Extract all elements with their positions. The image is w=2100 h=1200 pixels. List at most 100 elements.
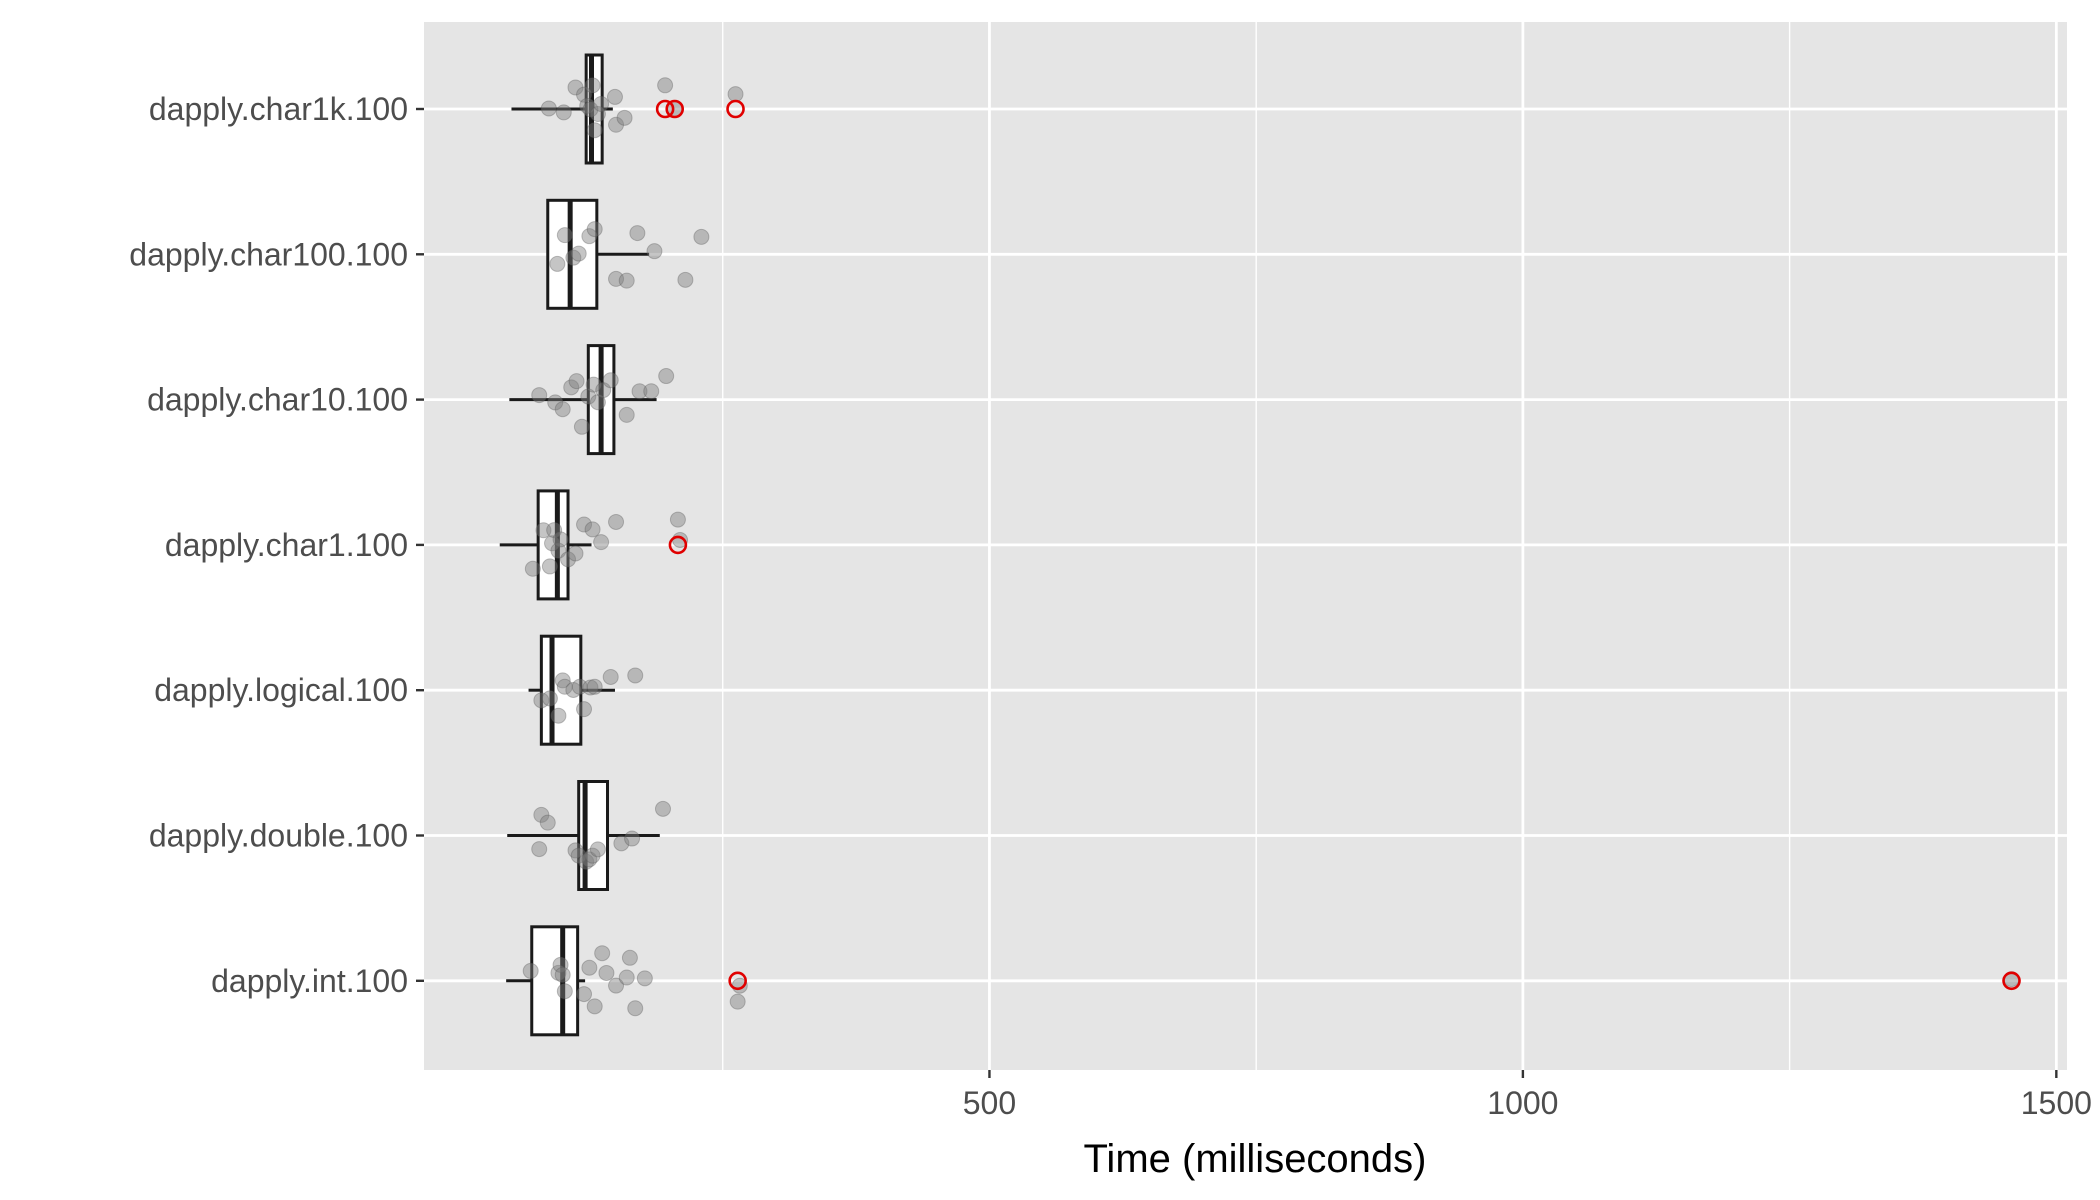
point-dapply-logical-100-3 xyxy=(554,672,571,689)
point-dapply-char1-100-4 xyxy=(546,522,563,539)
point-dapply-char10-100-11 xyxy=(618,406,635,423)
point-dapply-char100-100-10 xyxy=(677,271,694,288)
point-dapply-char10-100-1 xyxy=(547,394,564,411)
point-dapply-int-100-9 xyxy=(598,964,615,981)
point-dapply-char100-100-6 xyxy=(608,270,625,287)
point-dapply-double-100-5 xyxy=(578,853,595,870)
point-dapply-char10-100-2 xyxy=(554,401,571,418)
point-dapply-char1-100-2 xyxy=(541,558,558,575)
point-dapply-char10-100-3 xyxy=(563,379,580,396)
y-axis: dapply.char1k.100 dapply.char100.100 dappl… xyxy=(129,91,424,999)
point-dapply-double-100-8 xyxy=(589,841,606,858)
point-dapply-logical-100-4 xyxy=(556,678,573,695)
point-dapply-int-100-4 xyxy=(556,983,573,1000)
point-dapply-char100-100-8 xyxy=(629,225,646,242)
point-dapply-int-100-14 xyxy=(636,970,653,987)
point-dapply-char1-100-1 xyxy=(535,522,552,539)
point-dapply-int-100-15 xyxy=(729,993,746,1010)
point-dapply-double-100-11 xyxy=(654,800,671,817)
point-dapply-int-100-0 xyxy=(522,962,539,979)
x-tick-label-500: 500 xyxy=(963,1085,1016,1121)
y-tick-label-dapply-double-100: dapply.double.100 xyxy=(149,818,408,854)
point-dapply-char1-100-12 xyxy=(608,513,625,530)
point-dapply-char100-100-11 xyxy=(693,228,710,245)
point-dapply-double-100-10 xyxy=(624,830,641,847)
point-dapply-int-100-1 xyxy=(550,964,567,981)
point-dapply-int-100-6 xyxy=(581,959,598,976)
point-dapply-double-100-6 xyxy=(581,851,598,868)
point-dapply-char1k-100-12 xyxy=(616,109,633,126)
point-dapply-char100-100-2 xyxy=(565,249,582,266)
point-dapply-char1-100-9 xyxy=(576,516,593,533)
point-dapply-int-100-11 xyxy=(618,969,635,986)
points-layer xyxy=(522,77,2020,1017)
major-gridlines xyxy=(424,22,2067,1070)
y-tick-label-dapply-char1-100: dapply.char1.100 xyxy=(165,527,408,563)
point-dapply-logical-100-10 xyxy=(602,668,619,685)
point-dapply-logical-100-9 xyxy=(586,678,603,695)
point-dapply-int-100-10 xyxy=(608,977,625,994)
point-dapply-int-100-5 xyxy=(576,986,593,1003)
point-dapply-int-100-2 xyxy=(552,956,569,973)
point-dapply-int-100-7 xyxy=(586,998,603,1015)
point-dapply-char10-100-4 xyxy=(568,373,585,390)
y-tick-label-dapply-logical-100: dapply.logical.100 xyxy=(154,672,408,708)
point-dapply-char100-100-7 xyxy=(618,272,635,289)
point-dapply-char1-100-7 xyxy=(560,551,577,568)
point-dapply-char10-100-13 xyxy=(643,383,660,400)
point-dapply-char1k-100-3 xyxy=(576,86,593,103)
outlier-dapply-char1-100-0 xyxy=(668,535,688,555)
y-tick-label-dapply-char100-100: dapply.char100.100 xyxy=(129,236,408,272)
point-dapply-char1-100-0 xyxy=(524,560,541,577)
point-dapply-char100-100-1 xyxy=(556,227,573,244)
point-dapply-char1k-100-4 xyxy=(579,97,596,114)
point-dapply-char1-100-8 xyxy=(567,545,584,562)
point-dapply-double-100-7 xyxy=(584,847,601,864)
point-dapply-char1k-100-6 xyxy=(584,77,601,94)
point-dapply-char1-100-11 xyxy=(593,534,610,551)
point-dapply-char1k-100-8 xyxy=(589,106,606,123)
point-dapply-char10-100-8 xyxy=(589,394,606,411)
point-dapply-logical-100-0 xyxy=(533,692,550,709)
point-dapply-char1k-100-1 xyxy=(555,104,572,121)
point-dapply-char10-100-9 xyxy=(595,382,612,399)
x-axis-title: Time (milliseconds) xyxy=(1083,1137,1426,1181)
point-dapply-char1-100-10 xyxy=(584,521,601,538)
point-dapply-char100-100-3 xyxy=(570,245,587,262)
point-dapply-char10-100-6 xyxy=(580,388,597,405)
x-tick-label-1500: 1500 xyxy=(2021,1085,2092,1121)
point-dapply-logical-100-7 xyxy=(576,701,593,718)
point-dapply-double-100-9 xyxy=(613,835,630,852)
point-dapply-double-100-4 xyxy=(570,847,587,864)
outliers-layer xyxy=(655,99,2021,991)
point-dapply-char10-100-14 xyxy=(658,368,675,385)
point-dapply-char1-100-5 xyxy=(550,542,567,559)
box-dapply-char1-100 xyxy=(536,489,570,601)
point-dapply-char100-100-0 xyxy=(549,255,566,272)
outlier-dapply-char1k-100-1 xyxy=(665,99,685,119)
point-dapply-logical-100-6 xyxy=(571,678,588,695)
point-dapply-char1k-100-0 xyxy=(540,100,557,117)
point-dapply-int-100-13 xyxy=(627,1000,644,1017)
point-dapply-int-100-12 xyxy=(621,949,638,966)
point-dapply-char1k-100-10 xyxy=(606,88,623,105)
point-dapply-double-100-2 xyxy=(539,814,556,831)
point-dapply-char100-100-9 xyxy=(646,243,663,260)
point-dapply-logical-100-11 xyxy=(627,667,644,684)
box-dapply-int-100 xyxy=(530,925,580,1037)
x-tick-label-1000: 1000 xyxy=(1487,1085,1558,1121)
point-dapply-char10-100-10 xyxy=(602,372,619,389)
point-dapply-double-100-3 xyxy=(567,842,584,859)
point-dapply-char1k-100-9 xyxy=(593,96,610,113)
boxes-layer xyxy=(499,53,660,1037)
outlier-dapply-char1k-100-2 xyxy=(726,99,745,119)
point-dapply-char1k-100-11 xyxy=(608,116,625,133)
y-tick-label-dapply-char1k-100: dapply.char1k.100 xyxy=(149,91,408,127)
point-dapply-char1k-100-2 xyxy=(567,79,584,96)
y-tick-label-dapply-int-100: dapply.int.100 xyxy=(211,963,408,999)
outlier-dapply-char1k-100-0 xyxy=(655,99,675,119)
point-dapply-char1-100-13 xyxy=(669,511,686,528)
point-dapply-char1k-100-13 xyxy=(657,77,674,94)
point-dapply-char1-100-3 xyxy=(544,535,561,552)
